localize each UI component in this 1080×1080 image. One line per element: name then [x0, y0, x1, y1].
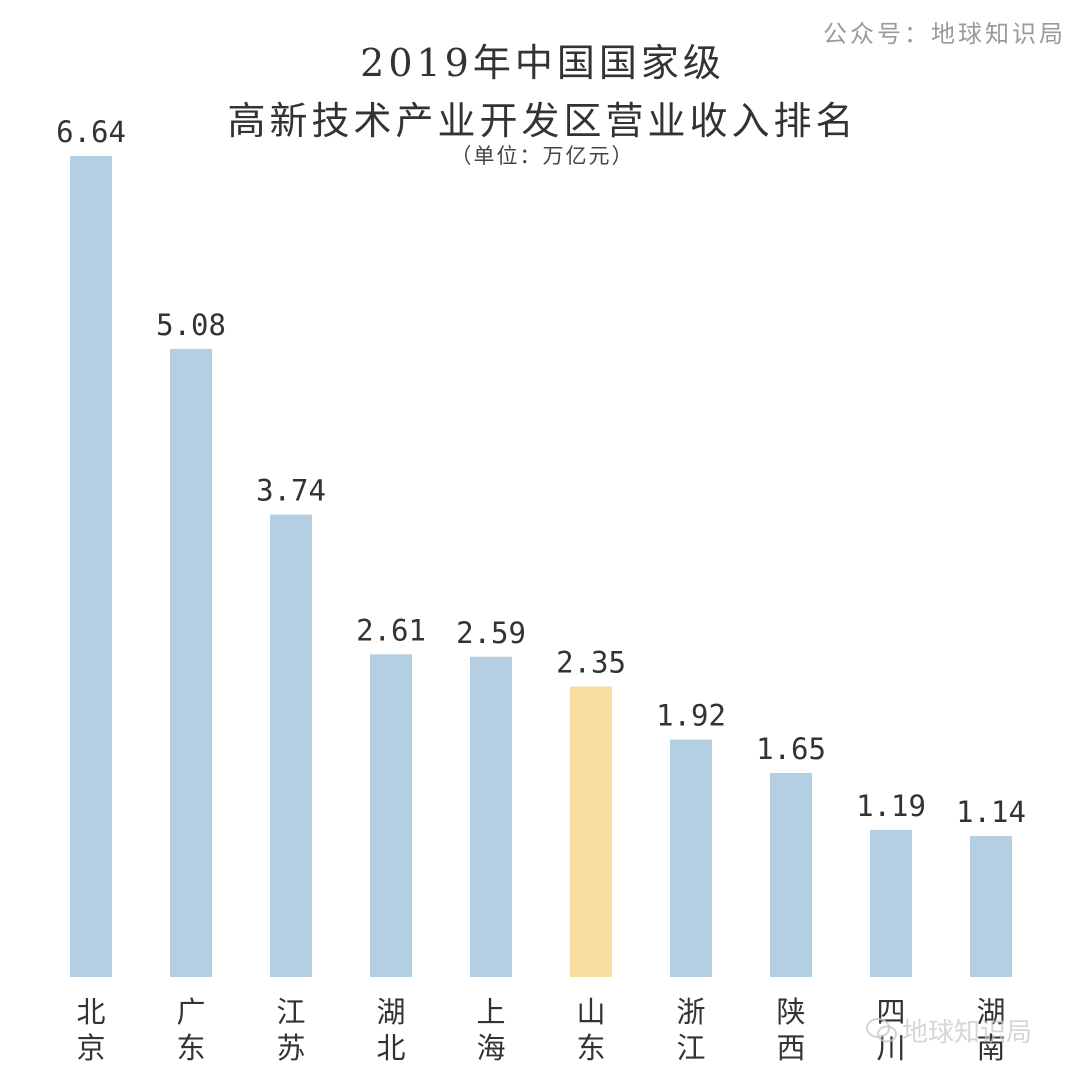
watermark-text: 地球知识局 — [902, 1018, 1033, 1048]
category-label-7: 陕西 — [776, 995, 805, 1065]
bar-8 — [870, 829, 912, 977]
value-label-9: 1.14 — [956, 795, 1026, 829]
unit-label: （单位：万亿元） — [450, 144, 635, 168]
category-label-3: 湖北 — [376, 995, 405, 1065]
bar-5 — [570, 686, 612, 977]
chart-title-line2: 高新技术产业开发区营业收入排名 — [227, 99, 858, 143]
value-label-5: 2.35 — [556, 645, 626, 679]
value-label-8: 1.19 — [856, 789, 926, 823]
chart-title-line1: 2019年中国国家级 — [360, 41, 725, 85]
bar-3 — [370, 654, 412, 977]
bar-2 — [270, 514, 312, 977]
bar-9 — [970, 836, 1012, 977]
bar-0 — [70, 156, 112, 977]
bar-7 — [770, 772, 812, 977]
value-label-2: 3.74 — [256, 474, 326, 508]
value-label-1: 5.08 — [156, 308, 226, 342]
watermark: 地球知识局 — [866, 1012, 1032, 1049]
category-label-4: 上海 — [476, 995, 505, 1065]
value-label-6: 1.92 — [656, 699, 726, 733]
source-label: 公众号：地球知识局 — [823, 20, 1066, 48]
category-label-6: 浙江 — [676, 995, 705, 1065]
category-label-2: 江苏 — [276, 995, 305, 1065]
value-label-4: 2.59 — [456, 616, 526, 650]
category-label-0: 北京 — [76, 995, 105, 1065]
bar-1 — [170, 348, 212, 978]
category-label-8: 四川 — [876, 995, 905, 1065]
value-label-0: 6.64 — [56, 115, 126, 149]
category-label-5: 山东 — [576, 995, 605, 1065]
bar-6 — [670, 739, 712, 977]
bar-4 — [470, 656, 512, 977]
category-label-9: 湖南 — [976, 995, 1005, 1065]
wechat-icon — [866, 1017, 897, 1042]
value-label-3: 2.61 — [356, 613, 426, 647]
value-label-7: 1.65 — [756, 732, 826, 766]
category-label-1: 广东 — [176, 995, 205, 1065]
